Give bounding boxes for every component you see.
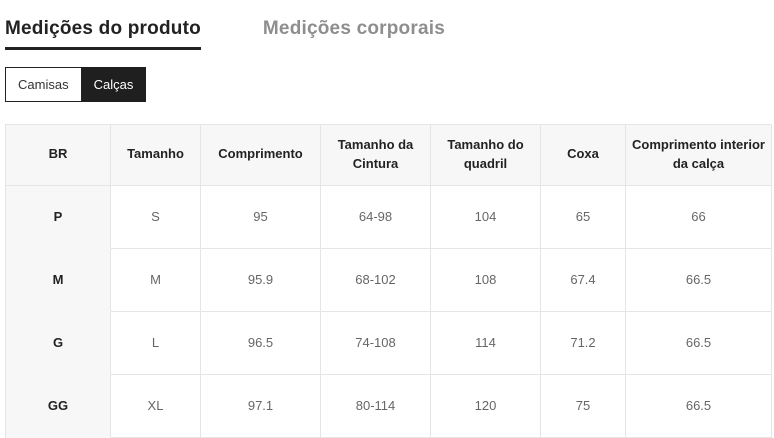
table-cell: 75 [541,374,626,438]
table-cell: 71.2 [541,311,626,375]
toggle-camisas-button[interactable]: Camisas [5,66,82,102]
tab-body-measurements[interactable]: Medições corporais [262,18,445,39]
table-cell: 68-102 [321,248,431,312]
toggle-calcas-button[interactable]: Calças [81,66,147,102]
table-cell: 66 [626,185,772,249]
table-row: P S 95 64-98 104 65 66 [6,185,772,249]
garment-type-toggle: Camisas Calças [5,66,147,102]
row-header-cell: G [6,311,111,375]
column-header: Coxa [541,124,626,186]
table-row: G L 96.5 74-108 114 71.2 66.5 [6,311,772,375]
column-header: Comprimento [201,124,321,186]
table-cell: 74-108 [321,311,431,375]
tab-product-measurements[interactable]: Medições do produto [5,18,201,50]
table-cell: 64-98 [321,185,431,249]
table-cell: 66.5 [626,311,772,375]
row-header-cell: P [6,185,111,249]
measurement-tabs: Medições do produto Medições corporais [5,18,774,50]
table-cell: 66.5 [626,374,772,438]
table-cell: S [111,185,201,249]
row-header-cell: GG [6,374,111,438]
table-cell: XL [111,374,201,438]
table-cell: 97.1 [201,374,321,438]
table-cell: 65 [541,185,626,249]
table-cell: 96.5 [201,311,321,375]
size-chart-table: BR Tamanho Comprimento Tamanho da Cintura Ta… [5,123,772,438]
row-header-cell: M [6,248,111,312]
size-chart-body: P S 95 64-98 104 65 66 M M 95.9 68-102 108 67.4 66.5 G… [6,185,772,438]
column-header: BR [6,124,111,186]
table-cell: 95 [201,185,321,249]
table-cell: 66.5 [626,248,772,312]
table-cell: 120 [431,374,541,438]
column-header: Tamanho do quadril [431,124,541,186]
table-cell: 114 [431,311,541,375]
table-row: GG XL 97.1 80-114 120 75 66.5 [6,374,772,438]
table-cell: M [111,248,201,312]
table-cell: L [111,311,201,375]
table-cell: 67.4 [541,248,626,312]
header-row: BR Tamanho Comprimento Tamanho da Cintura Ta… [6,124,772,186]
table-row: M M 95.9 68-102 108 67.4 66.5 [6,248,772,312]
column-header: Tamanho da Cintura [321,124,431,186]
table-cell: 95.9 [201,248,321,312]
column-header: Tamanho [111,124,201,186]
column-header: Comprimento interior da calça [626,124,772,186]
table-cell: 108 [431,248,541,312]
size-chart-header: BR Tamanho Comprimento Tamanho da Cintura Ta… [6,124,772,186]
table-cell: 80-114 [321,374,431,438]
table-cell: 104 [431,185,541,249]
